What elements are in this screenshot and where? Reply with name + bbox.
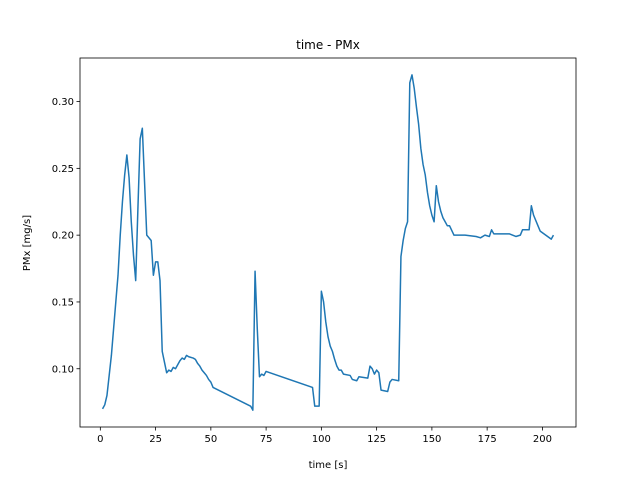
x-tick-label: 50 (204, 434, 217, 445)
chart-title: time - PMx (296, 38, 360, 52)
plot-frame (79, 57, 577, 428)
x-tick-label: 0 (97, 434, 103, 445)
x-tick-label: 175 (478, 434, 497, 445)
x-tick-label: 75 (260, 434, 273, 445)
y-tick-label: 0.10 (52, 364, 74, 375)
x-tick-label: 100 (312, 434, 331, 445)
x-axis-label: time [s] (309, 460, 348, 471)
x-tick-label: 150 (422, 434, 441, 445)
y-tick-label: 0.20 (52, 231, 74, 242)
x-tick-label: 125 (367, 434, 386, 445)
y-tick-label: 0.25 (52, 164, 74, 175)
x-tick-label: 200 (533, 434, 552, 445)
data-line (101, 74, 555, 411)
y-tick-label: 0.30 (52, 97, 74, 108)
y-axis-label: PMx [mg/s] (22, 215, 33, 271)
x-tick-label: 25 (149, 434, 162, 445)
y-tick-label: 0.15 (52, 297, 74, 308)
